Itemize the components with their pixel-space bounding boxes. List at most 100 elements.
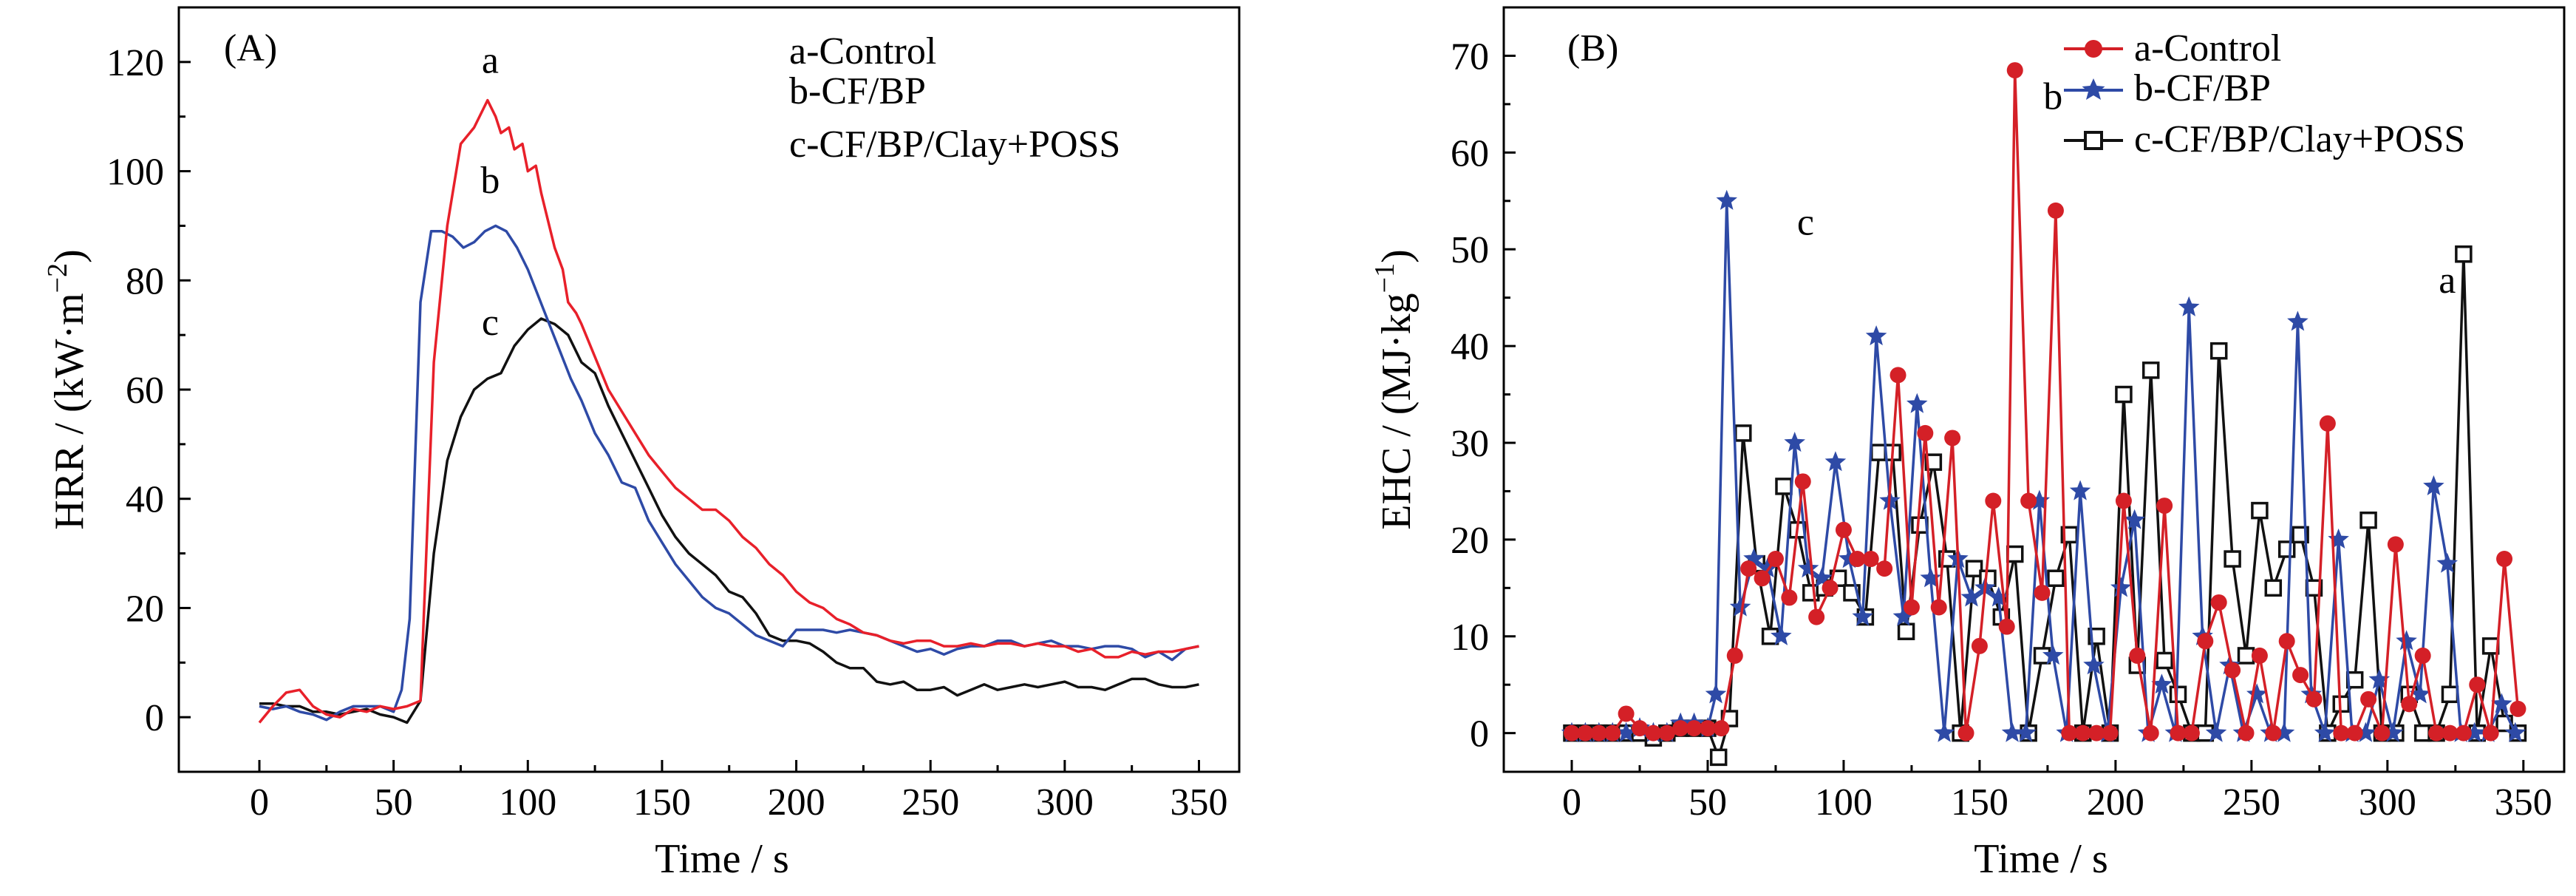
panel-b-marker-b <box>2246 683 2268 704</box>
panel-b-marker-b <box>1960 586 1983 607</box>
panel-b-marker-a <box>1740 560 1757 577</box>
panel-b-marker-c <box>2455 245 2473 263</box>
panel-b-marker-a <box>1713 720 1730 737</box>
panel-b-marker-a <box>2414 647 2431 664</box>
panel-b-marker-b <box>2069 480 2091 500</box>
panel-a-label: (A) <box>224 27 277 69</box>
panel-a-y-tick-label: 100 <box>106 152 164 194</box>
panel-a-x-tick-label: 350 <box>1171 781 1228 824</box>
panel-b-marker-b <box>1852 605 1873 626</box>
panel-b-marker-a <box>2387 536 2404 553</box>
panel-b-marker-a <box>2238 724 2255 741</box>
panel-b-marker-c <box>2209 342 2228 360</box>
panel-b-marker-b <box>2178 296 2200 316</box>
panel-b-marker-a <box>1808 608 1825 625</box>
panel-b-marker-c <box>1775 478 1793 495</box>
panel-b-marker-c <box>2359 511 2377 529</box>
panel-a-annotation-a: a <box>482 40 499 82</box>
panel-b-marker-a <box>1822 580 1839 597</box>
panel-b-marker-b <box>1729 596 1751 617</box>
panel-b-marker-a <box>2102 724 2119 741</box>
panel-b-marker-c <box>2251 501 2269 520</box>
panel-b-marker-b <box>2328 528 2349 549</box>
panel-b-marker-a <box>1971 637 1988 654</box>
panel-b-marker-a <box>2020 492 2037 509</box>
panel-b-legend-swatch-a <box>2064 40 2123 58</box>
panel-b-x-tick-label: 50 <box>1689 781 1727 824</box>
panel-b-marker-a <box>2047 202 2064 219</box>
panel-b-marker-b <box>1920 567 1941 588</box>
panel-b-marker-a <box>2333 724 2350 741</box>
panel-b-marker-a <box>1985 492 2002 509</box>
panel-b-marker-a <box>2142 724 2159 741</box>
panel-b-y-tick-label: 70 <box>1451 35 1489 78</box>
panel-b-marker-b <box>2409 683 2431 704</box>
panel-b-marker-a <box>2210 594 2227 611</box>
panel-b-marker-b <box>2491 693 2512 713</box>
panel-b-marker-a <box>2197 633 2214 650</box>
panel-b-marker-a <box>1754 570 1771 587</box>
panel-b-marker-a <box>1917 424 1934 441</box>
panel-a-series-line-c <box>259 317 1199 724</box>
panel-b-x-tick-label: 150 <box>1951 781 2008 824</box>
panel-b-x-tick-label: 250 <box>2223 781 2280 824</box>
panel-b-x-axis-label: Time / s <box>1974 836 2108 882</box>
panel-b-marker-a <box>2360 690 2377 707</box>
panel-b-marker-c <box>2115 385 2133 404</box>
panel-b-marker-b <box>2124 509 2145 529</box>
panel-b-marker-a <box>2170 724 2187 741</box>
panel-b-marker-a <box>1590 724 1607 741</box>
panel-b-marker-b <box>2382 722 2404 742</box>
panel-b-marker-c <box>2006 545 2024 563</box>
panel-b-x-tick-label: 350 <box>2495 781 2552 824</box>
panel-b-marker-a <box>1862 551 1879 568</box>
panel-b-x-tick-label: 0 <box>1562 781 1581 824</box>
panel-b-marker-a <box>1903 599 1920 616</box>
panel-a-x-tick-label: 150 <box>633 781 691 824</box>
panel-b-marker-a <box>2129 647 2146 664</box>
panel-b-marker-b <box>2287 310 2308 331</box>
panel-b-marker-a <box>2278 633 2295 650</box>
panel-b-marker-b <box>2355 722 2376 742</box>
panel-b-marker-a <box>2034 584 2051 601</box>
panel-b-marker-c <box>1924 453 1943 471</box>
panel-b-marker-a <box>2115 492 2132 509</box>
panel-b-marker-a <box>2319 415 2336 432</box>
panel-b-marker-b <box>1839 548 1860 569</box>
panel-b-marker-c <box>2141 362 2160 379</box>
panel-b-marker-a <box>2088 724 2105 741</box>
panel-b-marker-a <box>2455 724 2472 741</box>
panel-b-marker-a <box>2156 498 2173 515</box>
panel-b-marker-b <box>2110 577 2132 597</box>
panel-b-marker-b <box>1907 393 1928 413</box>
panel-b-marker-a <box>1930 599 1947 616</box>
panel-b-marker-a <box>2183 724 2200 741</box>
panel-b-annotation-a: a <box>2439 259 2456 302</box>
panel-b-marker-a <box>1686 720 1703 737</box>
panel-a-y-tick-label: 20 <box>126 588 164 630</box>
panel-b-marker-b <box>1784 432 1805 452</box>
panel-b-marker-c <box>2264 579 2283 597</box>
panel-b-x-tick-label: 100 <box>1815 781 1873 824</box>
panel-b-marker-a <box>2061 724 2078 741</box>
panel-b-y-tick-label: 50 <box>1451 229 1489 271</box>
panel-b-marker-a <box>2306 690 2323 707</box>
panel-a-legend-a: a-Control <box>789 30 936 72</box>
panel-b-marker-b <box>2042 644 2064 665</box>
panel-a-annotation-b: b <box>480 160 500 202</box>
panel-b-marker-a <box>2006 62 2023 79</box>
panel-b-marker-a <box>1944 430 1961 447</box>
panel-b-marker-a <box>1658 724 1675 741</box>
panel-b-y-tick-label: 20 <box>1451 520 1489 562</box>
panel-b-legend-swatch-c <box>2064 131 2123 150</box>
panel-b-legend-swatch-b <box>2064 78 2123 100</box>
panel-b-marker-a <box>1618 705 1635 722</box>
panel-b-marker-b <box>2314 722 2336 742</box>
panel-a-x-axis-label: Time / s <box>655 836 789 882</box>
panel-b-marker-b <box>1743 548 1765 569</box>
panel-b-label: (B) <box>1567 27 1618 69</box>
panel-a-x-tick-label: 250 <box>902 781 959 824</box>
panel-b-marker-a <box>1767 551 1784 568</box>
panel-a-series-lines <box>258 98 1199 724</box>
panel-b-legend-c: c-CF/BP/Clay+POSS <box>2134 118 2465 160</box>
